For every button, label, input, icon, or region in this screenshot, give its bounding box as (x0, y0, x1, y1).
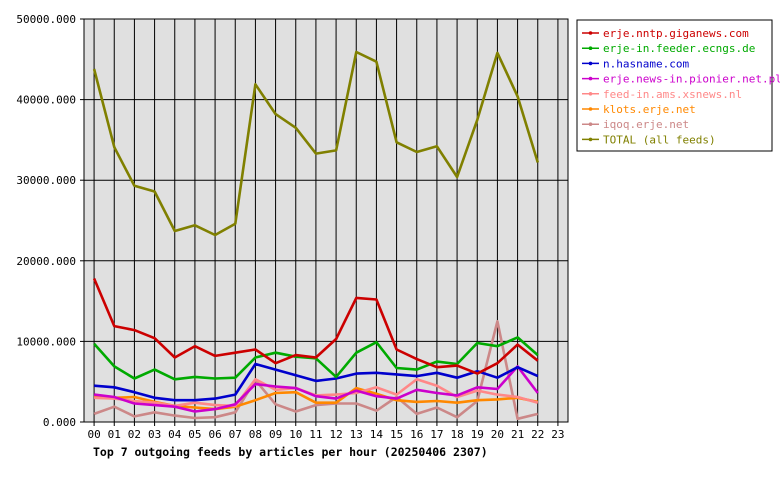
x-tick-label: 01 (108, 428, 121, 441)
y-tick-label: 50000.000 (16, 13, 76, 26)
y-tick-label: 0.000 (43, 416, 76, 429)
x-tick-label: 16 (410, 428, 423, 441)
series-line (93, 365, 539, 413)
legend-swatch-dot (588, 92, 593, 96)
x-tick-label: 10 (289, 428, 302, 441)
series-line (92, 277, 539, 375)
legend-swatch-dot (588, 76, 593, 81)
x-tick-label: 22 (531, 428, 544, 441)
series-line (93, 362, 539, 402)
legend-label: iqoq.erje.net (603, 118, 689, 131)
x-tick-label: 18 (450, 428, 463, 441)
grid-lines (84, 19, 568, 422)
x-axis-ticks: 00 01 02 03 04 05 06 07 08 09 10 11 12 13 14 15 16 17 18 19… (87, 422, 565, 441)
x-tick-label: 04 (168, 428, 182, 441)
x-tick-label: 14 (370, 428, 384, 441)
y-axis-ticks: 0.000 10000.000 20000.000 30000.000 40000.00… (16, 13, 84, 429)
legend: erje.nntp.giganews.com erje-in.feeder.ecn… (576, 19, 780, 152)
x-tick-label: 11 (309, 428, 322, 441)
x-tick-label: 05 (188, 428, 201, 441)
legend-label: erje-in.feeder.ecngs.de (603, 42, 755, 55)
x-tick-label: 17 (430, 428, 443, 441)
y-tick-label: 40000.000 (16, 94, 76, 107)
y-tick-label: 20000.000 (16, 255, 76, 268)
x-tick-label: 03 (148, 428, 161, 441)
legend-swatch-dot (588, 137, 593, 142)
plot-area (83, 18, 569, 423)
legend-swatch-dot (588, 122, 593, 126)
legend-swatch-dot (588, 31, 593, 35)
legend-label: TOTAL (all feeds) (603, 133, 716, 146)
x-tick-label: 19 (471, 428, 484, 441)
x-tick-label: 20 (491, 428, 504, 441)
x-tick-label: 23 (551, 428, 564, 441)
x-tick-label: 15 (390, 428, 403, 441)
x-tick-label: 06 (208, 428, 221, 441)
x-tick-label: 13 (350, 428, 363, 441)
legend-label: klots.erje.net (603, 103, 696, 116)
y-tick-label: 10000.000 (16, 335, 76, 348)
legend-label: erje.nntp.giganews.com (603, 27, 749, 40)
legend-box (576, 19, 773, 152)
legend-swatch-dot (588, 107, 593, 111)
series-line (92, 50, 540, 237)
x-tick-label: 02 (128, 428, 141, 441)
x-tick-label: 21 (511, 428, 524, 441)
x-tick-label: 08 (249, 428, 262, 441)
x-tick-label: 00 (87, 428, 100, 441)
x-tick-label: 12 (329, 428, 342, 441)
x-tick-label: 07 (229, 428, 242, 441)
series-lines (92, 50, 540, 421)
legend-label: feed-in.ams.xsnews.nl (603, 88, 742, 101)
x-tick-label: 09 (269, 428, 282, 441)
series-line (93, 319, 539, 421)
y-tick-label: 30000.000 (16, 174, 76, 187)
legend-swatch-dot (588, 61, 593, 66)
chart-title: Top 7 outgoing feeds by articles per hou… (93, 445, 488, 459)
legend-label: erje.news-in.pionier.net.pl (603, 73, 780, 86)
legend-label: n.hasname.com (603, 57, 689, 70)
legend-swatch-dot (588, 46, 593, 50)
